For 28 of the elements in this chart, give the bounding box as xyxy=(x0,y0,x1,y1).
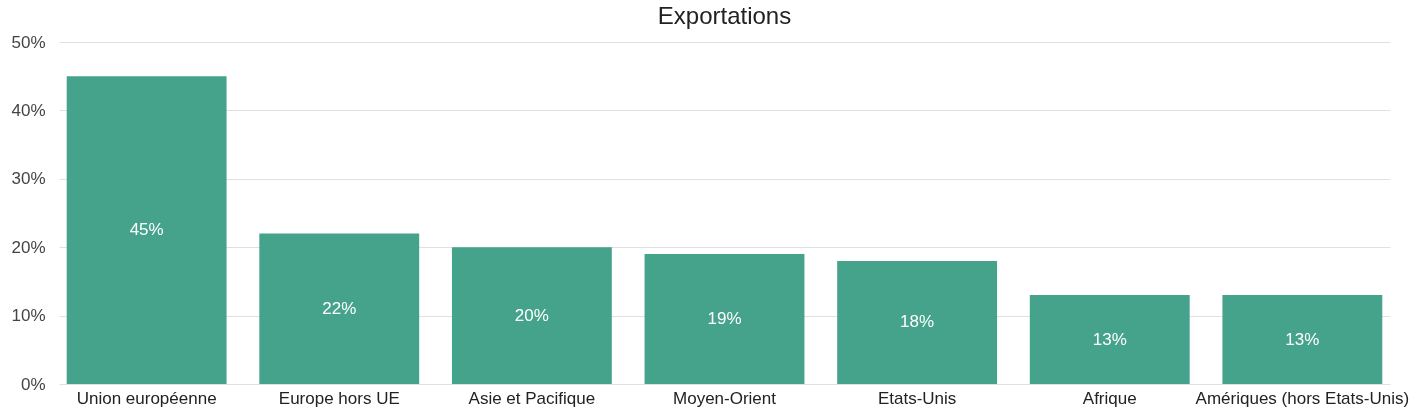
x-tick-label: Etats-Unis xyxy=(877,388,957,408)
x-tick-label: Moyen-Orient xyxy=(673,388,777,408)
y-tick-label: 20% xyxy=(11,237,46,257)
bar xyxy=(644,254,805,384)
x-tick-label: Europe hors UE xyxy=(278,388,400,408)
bar xyxy=(1029,295,1190,384)
y-tick-label: 40% xyxy=(11,100,46,120)
y-tick-label: 50% xyxy=(11,32,46,52)
bar xyxy=(1222,295,1383,384)
y-tick-label: 30% xyxy=(11,169,46,189)
y-tick-label: 0% xyxy=(20,374,46,394)
x-tick-label: Asie et Pacifique xyxy=(468,388,596,408)
x-tick-label: Afrique xyxy=(1082,388,1137,408)
x-tick-label: Amériques (hors Etats-Unis) xyxy=(1195,388,1409,408)
data-label: 13% xyxy=(1092,329,1127,349)
chart-title: Exportations xyxy=(657,2,792,29)
x-tick-label: Union européenne xyxy=(76,388,217,408)
data-label: 19% xyxy=(707,309,742,329)
data-label: 20% xyxy=(514,305,549,325)
data-label: 22% xyxy=(322,298,357,318)
y-tick-label: 10% xyxy=(11,306,46,326)
bar xyxy=(451,247,612,384)
data-label: 13% xyxy=(1285,329,1320,349)
bar xyxy=(66,76,227,384)
bar xyxy=(259,233,420,384)
bar xyxy=(837,260,998,384)
data-label: 45% xyxy=(129,220,164,240)
data-label: 18% xyxy=(900,312,935,332)
